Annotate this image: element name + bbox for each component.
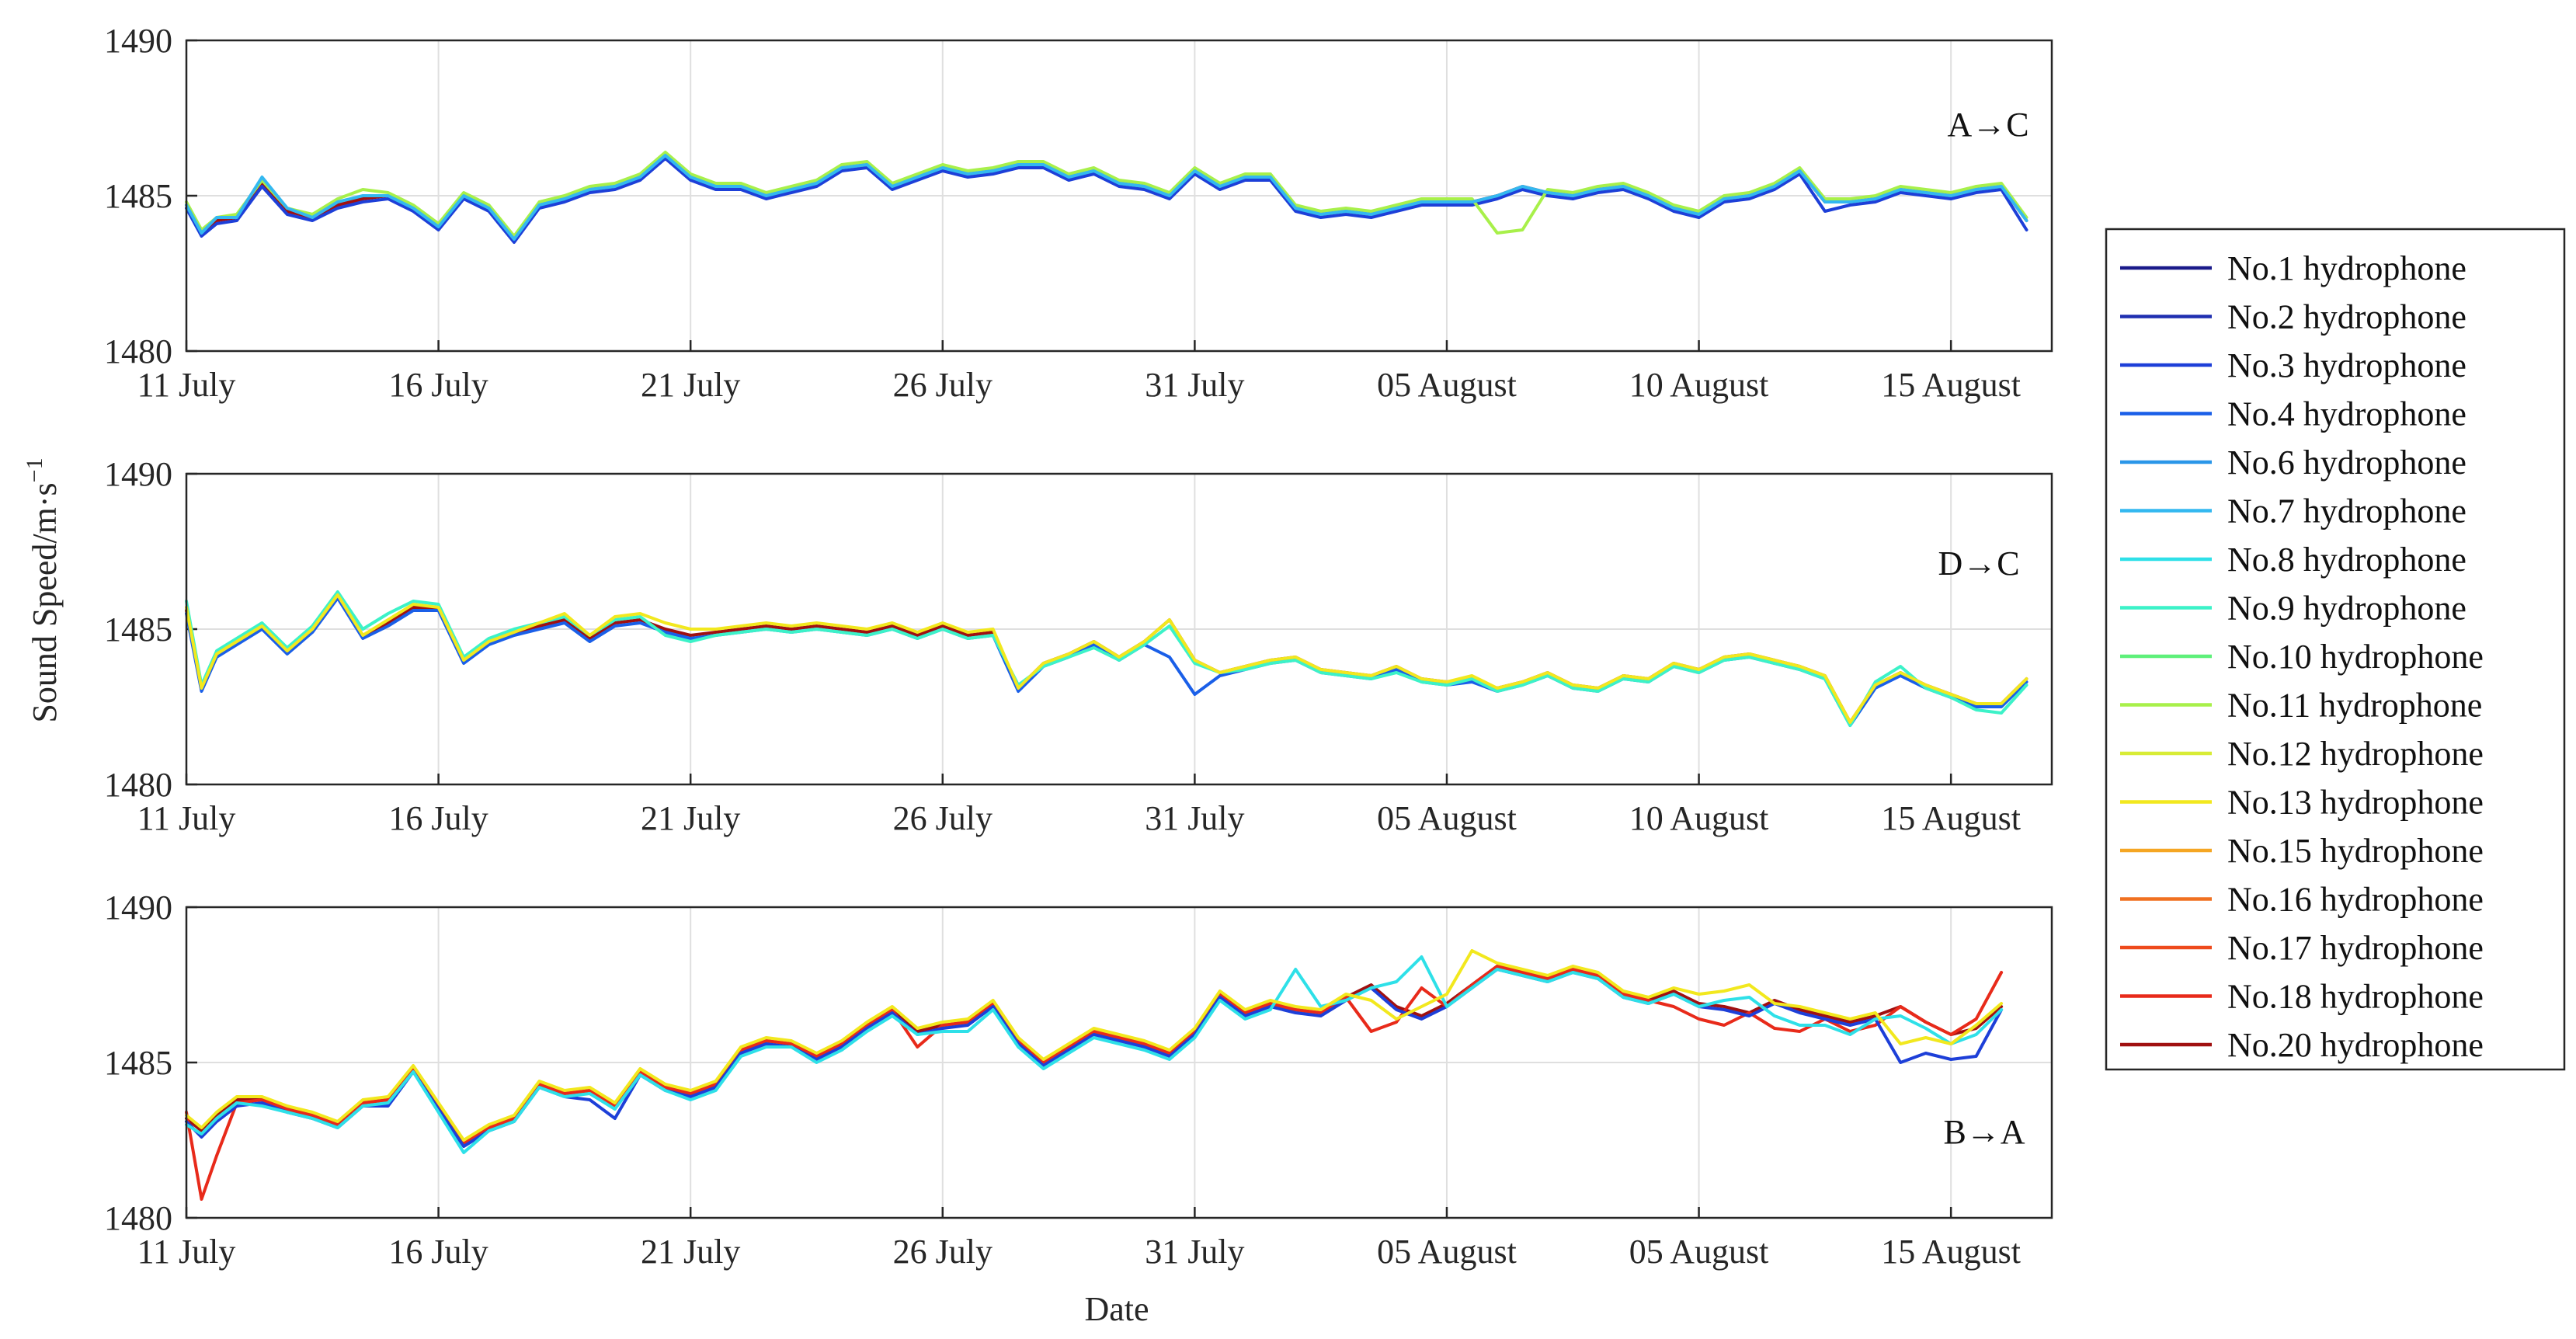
legend-item: No.8 hydrophone	[2120, 541, 2466, 579]
x-tick-label: 26 July	[893, 799, 993, 837]
series-line	[185, 154, 2028, 241]
series-line	[185, 968, 2004, 1148]
panel-label: A→C	[1947, 106, 2028, 144]
legend-item: No.18 hydrophone	[2120, 978, 2484, 1016]
x-tick-label: 15 August	[1881, 799, 2021, 837]
legend-label: No.1 hydrophone	[2227, 249, 2466, 287]
legend-label: No.10 hydrophone	[2227, 638, 2484, 676]
panel-label: B→A	[1943, 1113, 2025, 1151]
legend-label: No.13 hydrophone	[2227, 784, 2484, 822]
x-tick-label: 05 August	[1377, 799, 1517, 837]
legend-item: No.20 hydrophone	[2120, 1026, 2484, 1064]
panels-group: 11 July 16 July 21 July 26 July 31 July 05 Au…	[104, 22, 2053, 1271]
x-tick-label: 16 July	[388, 366, 488, 404]
x-tick-label: 21 July	[641, 1233, 740, 1271]
legend-label: No.2 hydrophone	[2227, 298, 2466, 336]
legend-label: No.17 hydrophone	[2227, 929, 2484, 967]
legend-label: No.18 hydrophone	[2227, 978, 2484, 1016]
legend-label: No.15 hydrophone	[2227, 832, 2484, 870]
y-axis-title-superscript: −1	[22, 457, 47, 482]
panel-label: D→C	[1938, 544, 2019, 583]
legend-item: No.11 hydrophone	[2120, 687, 2482, 725]
x-tick-label: 26 July	[893, 1233, 993, 1271]
y-axis-title: Sound Speed/m·s−1	[22, 457, 64, 722]
plot-frame	[185, 472, 2053, 786]
x-tick-label: 10 August	[1629, 799, 1769, 837]
y-tick-label: 1485	[104, 1044, 172, 1082]
x-axis-title: Date	[1084, 1290, 1149, 1328]
chart-panel-3: 11 July 16 July 21 July 26 July 31 July 05 Au…	[104, 889, 2053, 1271]
x-tick-label: 11 July	[137, 799, 236, 837]
x-tick-label: 11 July	[137, 1233, 236, 1271]
legend-item: No.6 hydrophone	[2120, 443, 2466, 482]
legend-frame	[2105, 228, 2566, 1071]
legend-item: No.12 hydrophone	[2120, 735, 2484, 773]
legend-label: No.4 hydrophone	[2227, 395, 2466, 433]
legend-item: No.17 hydrophone	[2120, 929, 2484, 967]
y-tick-label: 1480	[104, 766, 172, 804]
series-line	[185, 593, 2028, 724]
legend-item: No.15 hydrophone	[2120, 832, 2484, 870]
series-line	[185, 949, 2004, 1142]
y-tick-label: 1490	[104, 889, 172, 927]
x-tick-label: 31 July	[1145, 366, 1244, 404]
y-tick-label: 1485	[104, 177, 172, 215]
legend-item: No.13 hydrophone	[2120, 784, 2484, 822]
legend-label: No.20 hydrophone	[2227, 1026, 2484, 1064]
x-tick-label: 31 July	[1145, 799, 1244, 837]
y-tick-label: 1485	[104, 610, 172, 649]
legend-item: No.7 hydrophone	[2120, 492, 2466, 530]
x-tick-label: 16 July	[388, 1233, 488, 1271]
x-tick-label: 15 August	[1881, 1233, 2021, 1271]
series-line	[185, 965, 2004, 1145]
plot-frame	[185, 39, 2053, 353]
series-line	[185, 157, 2028, 244]
y-tick-label: 1480	[104, 1199, 172, 1237]
x-tick-label: 16 July	[388, 799, 488, 837]
x-tick-label: 21 July	[641, 799, 740, 837]
legend-item: No.9 hydrophone	[2120, 590, 2466, 628]
legend-item: No.16 hydrophone	[2120, 881, 2484, 919]
x-tick-label: 26 July	[893, 366, 993, 404]
legend-label: No.16 hydrophone	[2227, 881, 2484, 919]
legend-items: No.1 hydrophone No.2 hydrophone No.3 hydro…	[2120, 249, 2484, 1064]
x-tick-label: 05 August	[1377, 1233, 1517, 1271]
y-tick-label: 1480	[104, 332, 172, 370]
series-line	[185, 590, 2028, 727]
y-tick-label: 1490	[104, 455, 172, 493]
legend-label: No.11 hydrophone	[2227, 687, 2482, 725]
x-tick-label: 31 July	[1145, 1233, 1244, 1271]
x-tick-label: 21 July	[641, 366, 740, 404]
legend-label: No.9 hydrophone	[2227, 590, 2466, 628]
legend-label: No.6 hydrophone	[2227, 443, 2466, 482]
legend-label: No.7 hydrophone	[2227, 492, 2466, 530]
legend-item: No.2 hydrophone	[2120, 298, 2466, 336]
legend-label: No.12 hydrophone	[2227, 735, 2484, 773]
x-tick-label: 11 July	[137, 366, 236, 404]
legend-label: No.3 hydrophone	[2227, 346, 2466, 384]
series-line	[185, 151, 2028, 238]
legend-item: No.4 hydrophone	[2120, 395, 2466, 433]
series-line	[185, 965, 2004, 1201]
x-tick-label: 05 August	[1629, 1233, 1769, 1271]
y-tick-label: 1490	[104, 22, 172, 60]
legend-item: No.1 hydrophone	[2120, 249, 2466, 287]
chart-panel-2: 11 July 16 July 21 July 26 July 31 July 05 Au…	[104, 455, 2053, 837]
x-tick-label: 15 August	[1881, 366, 2021, 404]
legend-item: No.3 hydrophone	[2120, 346, 2466, 384]
x-tick-label: 10 August	[1629, 366, 1769, 404]
series-line	[185, 596, 2028, 727]
series-line	[185, 955, 2004, 1154]
plot-frame	[185, 906, 2053, 1219]
legend-item: No.10 hydrophone	[2120, 638, 2484, 676]
legend: No.1 hydrophone No.2 hydrophone No.3 hydro…	[2105, 228, 2566, 1071]
chart-panel-1: 11 July 16 July 21 July 26 July 31 July 05 Au…	[104, 22, 2053, 404]
legend-label: No.8 hydrophone	[2227, 541, 2466, 579]
x-tick-label: 05 August	[1377, 366, 1517, 404]
